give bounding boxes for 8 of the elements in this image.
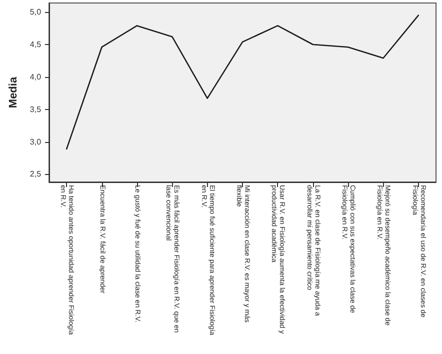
y-tick-label: 3,0 [30,137,42,146]
y-tick-label: 4,0 [30,72,42,82]
y-tick-label: 5,0 [30,8,42,17]
y-tick-label: 2,5 [30,170,42,179]
y-axis-title: Media [8,76,20,108]
y-tick-label: 3,5 [30,104,42,114]
y-tick-label: 4,5 [30,40,42,50]
line-series [66,14,420,150]
